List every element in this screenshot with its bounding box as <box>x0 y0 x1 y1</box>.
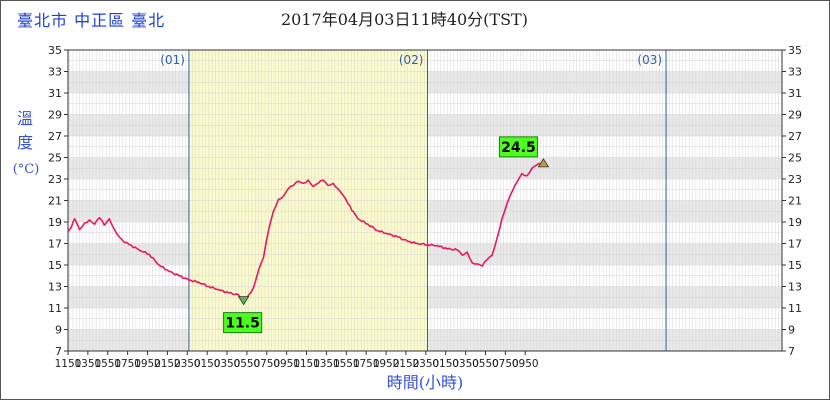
max-marker-icon <box>537 158 550 168</box>
x-tick-label: 2350 <box>174 358 201 370</box>
x-tick-label: 0150 <box>194 358 221 370</box>
x-tick-label: 0350 <box>214 358 241 370</box>
y-tick-label-right: 33 <box>788 66 802 79</box>
y-tick-label-left: 19 <box>48 216 62 229</box>
x-tick-label: 0750 <box>253 358 280 370</box>
y-tick-label-left: 31 <box>48 87 62 100</box>
y-tick-label-right: 31 <box>788 87 802 100</box>
x-tick-label: 1550 <box>333 358 360 370</box>
observation-timestamp: 2017年04月03日11時40分(TST) <box>281 10 528 29</box>
x-tick-label: 0950 <box>512 358 539 370</box>
chart-header: 臺北市 中正區 臺北 2017年04月03日11時40分(TST) <box>1 1 829 31</box>
y-tick-label-left: 25 <box>48 152 62 165</box>
y-tick-label-right: 9 <box>788 324 795 337</box>
x-tick-label: 1150 <box>293 358 320 370</box>
day-marker-label: (02) <box>399 53 424 67</box>
y-tick-label-right: 7 <box>788 345 795 358</box>
x-tick-label: 0550 <box>472 358 499 370</box>
y-tick-label-left: 27 <box>48 130 62 143</box>
y-tick-label-right: 35 <box>788 44 802 57</box>
x-tick-label: 1150 <box>55 358 82 370</box>
x-tick-label: 0550 <box>234 358 261 370</box>
x-tick-label: 2150 <box>393 358 420 370</box>
y-tick-label-right: 15 <box>788 259 802 272</box>
y-tick-label-right: 11 <box>788 302 802 315</box>
x-tick-label: 2350 <box>412 358 439 370</box>
x-tick-label: 1350 <box>75 358 102 370</box>
max-callout-label: 24.5 <box>501 140 536 156</box>
min-callout-label: 11.5 <box>225 316 260 332</box>
x-tick-label: 2150 <box>154 358 181 370</box>
y-tick-label-right: 29 <box>788 109 802 122</box>
y-tick-label-left: 7 <box>55 345 62 358</box>
x-tick-label: 1550 <box>94 358 121 370</box>
x-tick-label: 0350 <box>452 358 479 370</box>
y-tick-label-left: 17 <box>48 238 62 251</box>
min-marker-icon <box>237 296 250 306</box>
x-tick-label: 1750 <box>114 358 141 370</box>
x-tick-label: 1750 <box>353 358 380 370</box>
y-tick-label-right: 19 <box>788 216 802 229</box>
y-tick-label-left: 11 <box>48 302 62 315</box>
y-tick-label-right: 13 <box>788 281 802 294</box>
y-tick-label-right: 23 <box>788 173 802 186</box>
y-axis-label-line-1: 溫 <box>17 109 33 128</box>
y-tick-label-left: 9 <box>55 324 62 337</box>
x-tick-label: 1350 <box>313 358 340 370</box>
y-tick-label-left: 15 <box>48 259 62 272</box>
y-tick-label-left: 21 <box>48 195 62 208</box>
day-marker-label: (01) <box>160 53 185 67</box>
y-tick-label-left: 35 <box>48 44 62 57</box>
y-tick-label-left: 13 <box>48 281 62 294</box>
y-tick-label-left: 23 <box>48 173 62 186</box>
y-axis-label-line-3: (°C) <box>13 162 40 177</box>
x-tick-label: 1950 <box>373 358 400 370</box>
min-callout-box <box>223 312 263 334</box>
y-tick-label-right: 17 <box>788 238 802 251</box>
x-tick-label: 1950 <box>134 358 161 370</box>
y-tick-label-right: 25 <box>788 152 802 165</box>
y-tick-label-right: 27 <box>788 130 802 143</box>
temperature-series-line <box>67 162 544 304</box>
day-marker-label: (03) <box>637 53 662 67</box>
y-tick-label-right: 21 <box>788 195 802 208</box>
x-axis-label: 時間(小時) <box>387 373 464 392</box>
x-tick-label: 0750 <box>492 358 519 370</box>
y-axis-label-line-2: 度 <box>17 133 33 152</box>
max-callout-box <box>498 136 538 158</box>
y-tick-label-left: 33 <box>48 66 62 79</box>
x-tick-label: 0150 <box>432 358 459 370</box>
x-tick-label: 0950 <box>273 358 300 370</box>
y-tick-label-left: 29 <box>48 109 62 122</box>
station-location: 臺北市 中正區 臺北 <box>17 11 166 30</box>
